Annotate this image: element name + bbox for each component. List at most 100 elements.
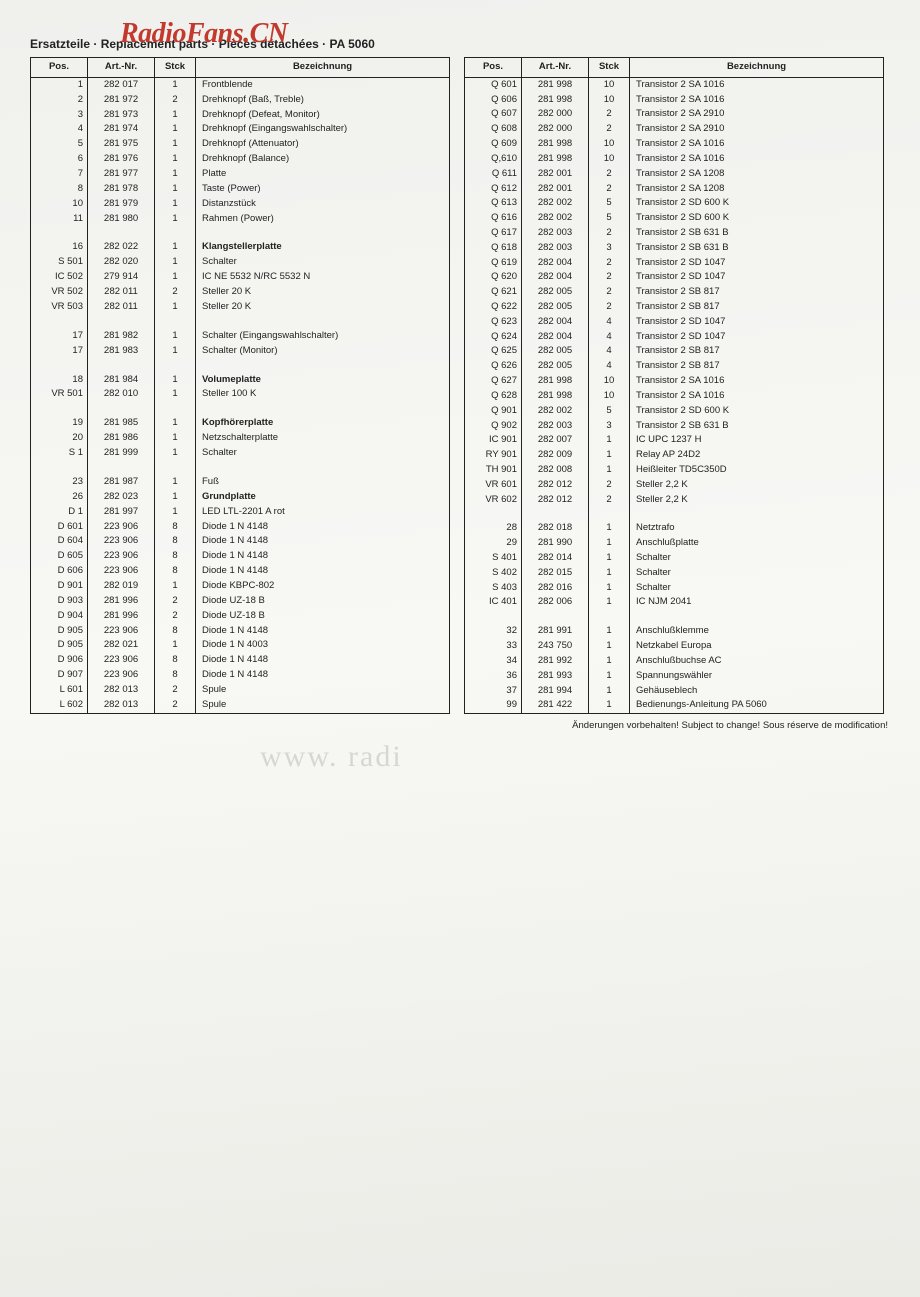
cell-stck: 10 [589, 152, 630, 167]
cell-pos: Q 613 [465, 196, 522, 211]
col-bez: Bezeichnung [196, 58, 450, 78]
cell-bez: Diode 1 N 4148 [196, 534, 450, 549]
cell-stck: 1 [155, 167, 196, 182]
cell-bez: Diode KBPC-802 [196, 579, 450, 594]
cell-stck: 4 [589, 315, 630, 330]
cell-pos: 26 [31, 490, 88, 505]
cell-pos: VR 502 [31, 285, 88, 300]
spacer-cell [31, 226, 88, 240]
cell-bez: Transistor 2 SD 600 K [630, 211, 884, 226]
cell-stck: 2 [589, 122, 630, 137]
cell-pos: VR 601 [465, 478, 522, 493]
cell-pos: Q 616 [465, 211, 522, 226]
cell-pos: Q 608 [465, 122, 522, 137]
table-row: D 606223 9068Diode 1 N 4148 [31, 564, 450, 579]
cell-bez: Transistor 2 SB 631 B [630, 419, 884, 434]
cell-art: 282 014 [522, 551, 589, 566]
cell-bez: Schalter (Eingangswahlschalter) [196, 329, 450, 344]
cell-bez: Diode 1 N 4148 [196, 668, 450, 683]
table-row: 4281 9741Drehknopf (Eingangswahlschalter… [31, 122, 450, 137]
cell-bez: Gehäuseblech [630, 684, 884, 699]
cell-stck: 1 [155, 475, 196, 490]
cell-pos: IC 502 [31, 270, 88, 285]
cell-stck: 8 [155, 668, 196, 683]
cell-pos: Q 606 [465, 93, 522, 108]
cell-bez: Transistor 2 SA 1016 [630, 93, 884, 108]
cell-art: 282 003 [522, 241, 589, 256]
cell-stck: 5 [589, 196, 630, 211]
cell-pos: IC 401 [465, 595, 522, 610]
cell-art: 282 000 [522, 107, 589, 122]
cell-pos: 18 [31, 373, 88, 388]
cell-stck: 2 [155, 698, 196, 714]
cell-bez: Relay AP 24D2 [630, 448, 884, 463]
parts-table-right: Pos. Art.-Nr. Stck Bezeichnung Q 601281 … [464, 57, 884, 714]
table-row: 10281 9791Distanzstück [31, 197, 450, 212]
spacer-cell [88, 226, 155, 240]
table-row: Q 623282 0044Transistor 2 SD 1047 [465, 315, 884, 330]
cell-stck: 10 [589, 77, 630, 92]
cell-pos: 17 [31, 344, 88, 359]
col-stck: Stck [589, 58, 630, 78]
table-row: Q 608282 0002Transistor 2 SA 2910 [465, 122, 884, 137]
cell-bez: Kopfhörerplatte [196, 416, 450, 431]
spacer-cell [522, 507, 589, 521]
cell-stck: 2 [155, 594, 196, 609]
cell-art: 281 976 [88, 152, 155, 167]
cell-pos: Q 611 [465, 167, 522, 182]
table-row: Q 601281 99810Transistor 2 SA 1016 [465, 77, 884, 92]
spacer-cell [88, 461, 155, 475]
table-row: Q 620282 0042Transistor 2 SD 1047 [465, 270, 884, 285]
cell-art: 282 002 [522, 196, 589, 211]
cell-art: 282 016 [522, 581, 589, 596]
table-row: IC 401282 0061IC NJM 2041 [465, 595, 884, 610]
cell-pos: 8 [31, 182, 88, 197]
cell-pos: 4 [31, 122, 88, 137]
table-row: 5281 9751Drehknopf (Attenuator) [31, 137, 450, 152]
watermark-top: RadioFans.CN [120, 18, 288, 50]
table-row: Q 613282 0025Transistor 2 SD 600 K [465, 196, 884, 211]
cell-pos: VR 602 [465, 493, 522, 508]
cell-pos: Q 625 [465, 344, 522, 359]
cell-pos: Q 601 [465, 77, 522, 92]
spacer-cell [630, 610, 884, 624]
table-header-row: Pos. Art.-Nr. Stck Bezeichnung [31, 58, 450, 78]
table-row: 7281 9771Platte [31, 167, 450, 182]
spacer-cell [88, 359, 155, 373]
cell-stck: 1 [155, 446, 196, 461]
table-row: 26282 0231Grundplatte [31, 490, 450, 505]
spacer-cell [465, 610, 522, 624]
cell-stck: 10 [589, 389, 630, 404]
cell-bez: Heißleiter TD5C350D [630, 463, 884, 478]
cell-bez: Netzkabel Europa [630, 639, 884, 654]
table-row: Q 626282 0054Transistor 2 SB 817 [465, 359, 884, 374]
table-row: D 907223 9068Diode 1 N 4148 [31, 668, 450, 683]
table-row: S 403282 0161Schalter [465, 581, 884, 596]
cell-stck: 1 [589, 448, 630, 463]
cell-stck: 1 [155, 212, 196, 227]
cell-art: 282 017 [88, 77, 155, 92]
cell-art: 281 993 [522, 669, 589, 684]
cell-stck: 2 [155, 683, 196, 698]
spacer-cell [630, 507, 884, 521]
cell-art: 223 906 [88, 653, 155, 668]
cell-bez: Spule [196, 698, 450, 714]
cell-pos: Q 623 [465, 315, 522, 330]
cell-bez: Drehknopf (Baß, Treble) [196, 93, 450, 108]
cell-stck: 1 [155, 431, 196, 446]
cell-bez: Transistor 2 SB 817 [630, 359, 884, 374]
cell-stck: 1 [589, 581, 630, 596]
watermark-mid: www. radi [260, 740, 403, 774]
cell-pos: Q 612 [465, 182, 522, 197]
cell-art: 282 000 [522, 122, 589, 137]
cell-art: 282 004 [522, 315, 589, 330]
cell-stck: 1 [589, 551, 630, 566]
table-row: Q 606281 99810Transistor 2 SA 1016 [465, 93, 884, 108]
cell-stck: 1 [155, 122, 196, 137]
cell-bez: Steller 20 K [196, 285, 450, 300]
table-row: S 401282 0141Schalter [465, 551, 884, 566]
cell-art: 281 990 [522, 536, 589, 551]
cell-stck: 8 [155, 549, 196, 564]
cell-pos: 37 [465, 684, 522, 699]
table-row: 17281 9821Schalter (Eingangswahlschalter… [31, 329, 450, 344]
